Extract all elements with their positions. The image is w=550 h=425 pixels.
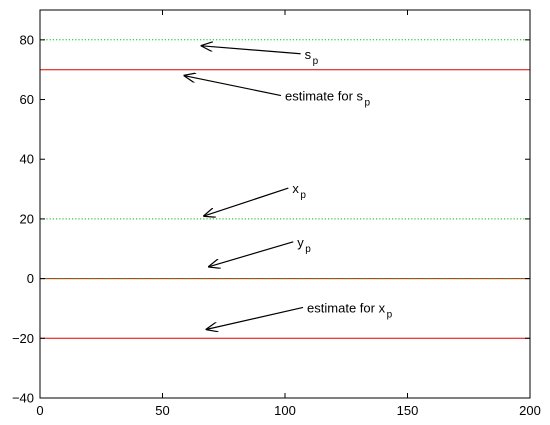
annotation-arrow <box>209 241 294 267</box>
annotation-main-text: x <box>292 181 299 196</box>
annotation-main-text: estimate for s <box>285 89 364 104</box>
x-tick-label: 200 <box>519 403 541 418</box>
annotation-arrow <box>204 187 289 216</box>
y-tick-label: 20 <box>20 211 34 226</box>
plot-background <box>40 10 530 398</box>
y-tick-label: −20 <box>12 331 34 346</box>
annotation-subscript: p <box>387 309 393 320</box>
annotation-subscript: p <box>300 190 306 201</box>
annotation-arrow <box>202 46 301 55</box>
y-tick-label: 40 <box>20 152 34 167</box>
y-tick-label: −40 <box>12 391 34 406</box>
x-tick-label: 0 <box>36 403 43 418</box>
y-tick-label: 80 <box>20 32 34 47</box>
annotation-arrow <box>185 76 282 97</box>
x-tick-label: 100 <box>274 403 296 418</box>
annotation-subscript: p <box>313 56 319 67</box>
series-layer <box>40 39 530 339</box>
annotation-main-text: estimate for x <box>307 300 386 315</box>
annotation-main-text: y <box>297 235 304 250</box>
tick-layer: 0 50 100 150 200 −40 −20 0 20 40 60 80 <box>12 10 541 418</box>
y-tick-label: 60 <box>20 92 34 107</box>
x-tick-label: 50 <box>155 403 169 418</box>
annotation-subscript: p <box>365 98 371 109</box>
annotation-subscript: p <box>305 244 311 255</box>
y-tick-label: 0 <box>27 271 34 286</box>
plot-frame <box>39 9 531 399</box>
annotation-arrow <box>207 306 304 329</box>
annotation-main-text: s <box>305 47 312 62</box>
x-tick-label: 150 <box>397 403 419 418</box>
